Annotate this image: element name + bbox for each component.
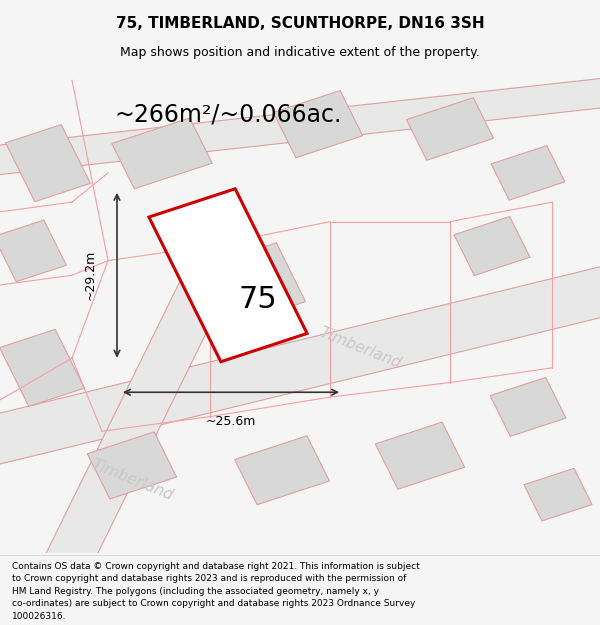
Polygon shape bbox=[524, 468, 592, 521]
Polygon shape bbox=[88, 432, 176, 499]
Polygon shape bbox=[235, 436, 329, 505]
Text: Map shows position and indicative extent of the property.: Map shows position and indicative extent… bbox=[120, 46, 480, 59]
Polygon shape bbox=[0, 262, 600, 469]
Polygon shape bbox=[199, 243, 305, 327]
Text: Timberland: Timberland bbox=[89, 457, 175, 503]
Polygon shape bbox=[0, 220, 66, 282]
Polygon shape bbox=[112, 118, 212, 189]
Text: ~25.6m: ~25.6m bbox=[206, 415, 256, 428]
Text: Contains OS data © Crown copyright and database right 2021. This information is : Contains OS data © Crown copyright and d… bbox=[12, 562, 420, 571]
Polygon shape bbox=[376, 422, 464, 489]
Text: co-ordinates) are subject to Crown copyright and database rights 2023 Ordnance S: co-ordinates) are subject to Crown copyr… bbox=[12, 599, 415, 609]
Polygon shape bbox=[407, 98, 493, 160]
Polygon shape bbox=[454, 216, 530, 276]
Polygon shape bbox=[38, 229, 250, 585]
Polygon shape bbox=[0, 76, 600, 178]
Text: Timberland: Timberland bbox=[317, 325, 403, 371]
Text: ~266m²/~0.066ac.: ~266m²/~0.066ac. bbox=[115, 102, 341, 126]
Polygon shape bbox=[274, 91, 362, 158]
Text: 75: 75 bbox=[239, 285, 277, 314]
Polygon shape bbox=[0, 329, 85, 406]
Text: 75, TIMBERLAND, SCUNTHORPE, DN16 3SH: 75, TIMBERLAND, SCUNTHORPE, DN16 3SH bbox=[116, 16, 484, 31]
Text: ~29.2m: ~29.2m bbox=[83, 250, 97, 301]
Polygon shape bbox=[5, 124, 91, 202]
Polygon shape bbox=[149, 189, 307, 362]
Polygon shape bbox=[491, 146, 565, 200]
Text: 100026316.: 100026316. bbox=[12, 612, 67, 621]
Text: HM Land Registry. The polygons (including the associated geometry, namely x, y: HM Land Registry. The polygons (includin… bbox=[12, 587, 379, 596]
Text: to Crown copyright and database rights 2023 and is reproduced with the permissio: to Crown copyright and database rights 2… bbox=[12, 574, 406, 583]
Polygon shape bbox=[490, 378, 566, 436]
